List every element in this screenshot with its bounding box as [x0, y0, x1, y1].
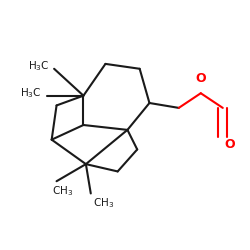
Text: CH$_3$: CH$_3$	[93, 196, 114, 210]
Text: H$_3$C: H$_3$C	[28, 60, 49, 73]
Text: O: O	[196, 72, 206, 85]
Text: H$_3$C: H$_3$C	[20, 86, 42, 100]
Text: O: O	[225, 138, 235, 151]
Text: CH$_3$: CH$_3$	[52, 184, 73, 198]
